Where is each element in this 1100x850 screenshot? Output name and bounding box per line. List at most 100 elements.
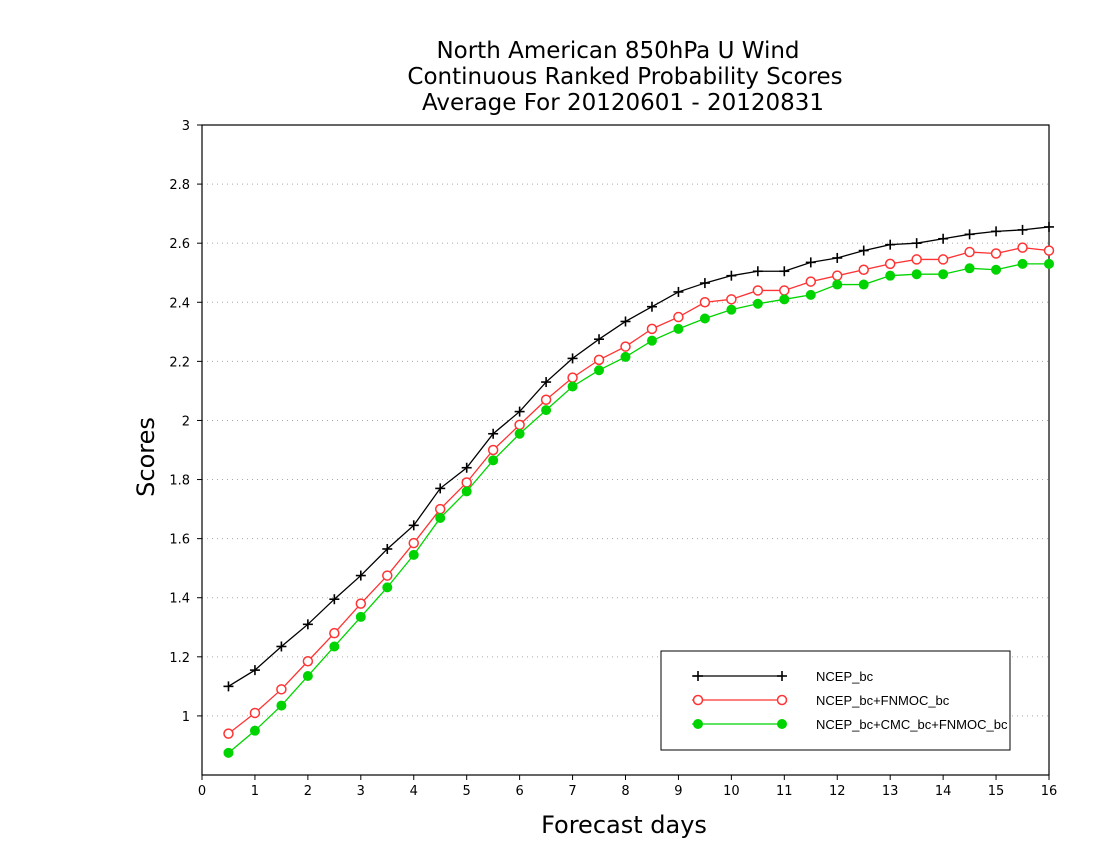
- x-tick-label: 13: [882, 784, 899, 799]
- data-point: [911, 238, 922, 249]
- data-point: [249, 725, 260, 736]
- data-point: [487, 444, 499, 456]
- data-point: [355, 611, 366, 622]
- series-line: [228, 226, 1050, 687]
- data-point: [302, 671, 313, 682]
- data-point: [990, 248, 1002, 259]
- chart-title-line-2: Continuous Ranked Probability Scores: [407, 64, 842, 90]
- legend-marker: [777, 719, 787, 729]
- legend-label-ncep-bc: NCEP_bc: [816, 669, 874, 684]
- legend-marker: [693, 671, 703, 681]
- legend-label-ncep-fnmoc: NCEP_bc+FNMOC_bc: [816, 693, 950, 708]
- data-point: [726, 294, 737, 305]
- data-point: [329, 627, 340, 639]
- data-point: [302, 619, 313, 630]
- data-point: [249, 707, 261, 719]
- data-point: [620, 316, 631, 327]
- data-point: [461, 462, 472, 473]
- y-tick-label: 1.8: [169, 474, 190, 489]
- series-2: [223, 258, 1054, 758]
- x-tick-label: 12: [829, 784, 846, 799]
- x-tick-label: 8: [621, 784, 629, 799]
- data-point: [1017, 242, 1028, 253]
- data-point: [434, 503, 446, 515]
- data-point: [461, 486, 472, 497]
- data-point: [1017, 258, 1028, 269]
- y-tick-label: 2: [182, 414, 190, 429]
- data-point: [514, 428, 525, 439]
- data-point: [514, 406, 525, 417]
- data-point: [435, 512, 446, 523]
- chart-title-line-1: North American 850hPa U Wind: [436, 38, 799, 64]
- data-point: [832, 270, 843, 281]
- y-tick-label: 1.6: [169, 533, 190, 548]
- data-point: [858, 279, 869, 290]
- x-tick-label: 2: [304, 784, 312, 799]
- x-tick-label: 7: [568, 784, 576, 799]
- data-point: [249, 665, 260, 676]
- data-point: [752, 298, 763, 309]
- data-point: [673, 311, 684, 323]
- data-point: [805, 276, 817, 287]
- data-point: [805, 289, 816, 300]
- data-point: [991, 264, 1002, 275]
- data-point: [991, 226, 1002, 237]
- chart-title-line-3: Average For 20120601 - 20120831: [422, 90, 824, 116]
- data-point: [964, 229, 975, 240]
- y-tick-label: 2.6: [169, 237, 190, 252]
- legend-marker: [692, 694, 704, 706]
- data-point: [1044, 258, 1054, 269]
- data-point: [620, 351, 631, 362]
- data-point: [541, 377, 552, 388]
- series-group: [223, 221, 1055, 758]
- data-point: [911, 269, 922, 280]
- data-point: [382, 570, 393, 581]
- legend-marker: [777, 671, 787, 681]
- data-point: [1043, 245, 1055, 256]
- x-tick-label: 16: [1041, 784, 1058, 799]
- data-point: [726, 304, 737, 315]
- y-tick-label: 2.8: [169, 178, 190, 193]
- data-point: [329, 641, 340, 652]
- x-tick-label: 9: [674, 784, 682, 799]
- axes: 11.21.41.61.822.22.42.62.830 1 2 3 4 5 6 7 8 9 10 1…: [169, 119, 1057, 799]
- x-tick-label: 1: [251, 784, 259, 799]
- data-point: [382, 582, 393, 593]
- data-point: [567, 353, 578, 364]
- data-point: [938, 269, 949, 280]
- data-point: [964, 263, 975, 274]
- data-point: [726, 270, 737, 281]
- x-tick-label: 14: [935, 784, 952, 799]
- data-point: [1017, 224, 1028, 235]
- data-point: [858, 245, 869, 256]
- y-axis-label: Scores: [132, 417, 160, 497]
- data-point: [911, 254, 922, 265]
- data-point: [699, 278, 710, 289]
- data-point: [461, 477, 472, 488]
- x-tick-label: 4: [410, 784, 418, 799]
- x-tick-label: 11: [776, 784, 793, 799]
- data-point: [594, 334, 605, 345]
- data-point: [408, 520, 419, 531]
- data-point: [752, 266, 763, 277]
- y-tick-label: 1.2: [169, 651, 190, 666]
- data-point: [779, 294, 790, 305]
- data-point: [408, 549, 419, 560]
- data-point: [223, 681, 234, 692]
- y-tick-label: 2.2: [169, 355, 190, 370]
- data-point: [276, 641, 287, 652]
- data-point: [646, 301, 657, 312]
- data-point: [541, 405, 552, 416]
- data-point: [329, 594, 340, 605]
- data-point: [567, 381, 578, 392]
- data-point: [699, 313, 710, 324]
- y-tick-label: 1.4: [169, 592, 190, 607]
- data-point: [646, 323, 658, 335]
- data-point: [223, 747, 234, 758]
- x-tick-label: 6: [515, 784, 523, 799]
- data-point: [355, 598, 367, 609]
- data-point: [937, 254, 949, 265]
- data-point: [488, 428, 499, 439]
- data-point: [699, 297, 711, 308]
